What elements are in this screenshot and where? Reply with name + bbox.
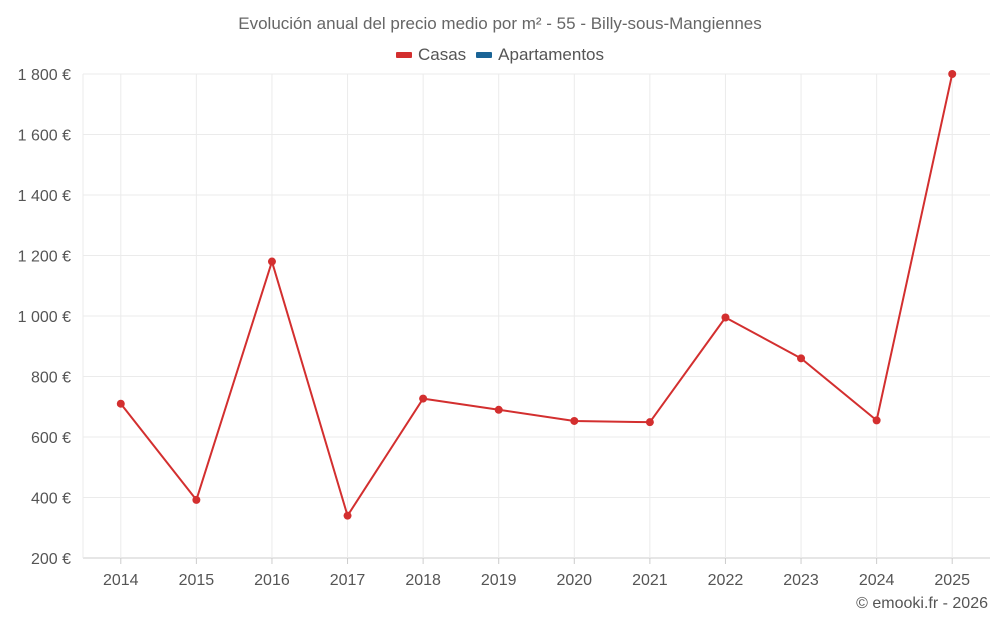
x-tick-label: 2018 [405,572,441,589]
x-tick-label: 2024 [859,572,895,589]
data-point-casas-2014 [116,399,125,408]
x-tick-label: 2019 [481,572,517,589]
credit-text: © emooki.fr - 2026 [856,595,988,612]
data-point-casas-2024 [872,416,881,425]
legend: Casas Apartamentos [0,45,1000,65]
x-tick-label: 2025 [934,572,970,589]
legend-swatch-apartamentos [476,52,493,58]
data-point-casas-2015 [192,495,201,504]
data-point-casas-2016 [267,257,276,266]
y-tick-label: 200 € [31,551,71,568]
x-tick-label: 2016 [254,572,290,589]
data-point-casas-2020 [570,416,579,425]
legend-item-casas[interactable]: Casas [395,45,467,65]
data-point-casas-2023 [797,354,806,363]
data-point-casas-2025 [948,70,957,78]
data-point-casas-2017 [343,511,352,520]
series-line-casas [120,73,954,517]
x-tick-label: 2021 [632,572,668,589]
chart-title: Evolución anual del precio medio por m² … [238,14,762,33]
y-tick-label: 1 600 € [18,128,71,145]
x-tick-label: 2017 [330,572,366,589]
data-point-casas-2022 [721,313,730,322]
y-tick-label: 1 400 € [18,188,71,205]
data-point-casas-2018 [419,394,428,403]
y-tick-label: 1 000 € [18,309,71,326]
y-tick-label: 800 € [31,370,71,387]
y-tick-label: 1 800 € [18,67,71,84]
legend-label-apartamentos: Apartamentos [498,45,605,64]
legend-label-casas: Casas [417,45,467,64]
x-tick-label: 2022 [708,572,744,589]
x-tick-label: 2015 [179,572,215,589]
data-point-casas-2021 [645,418,654,427]
x-tick-label: 2014 [103,572,139,589]
x-tick-label: 2023 [783,572,819,589]
legend-swatch-casas [395,52,412,58]
y-tick-label: 400 € [31,491,71,508]
legend-item-apartamentos[interactable]: Apartamentos [476,45,604,65]
y-tick-label: 600 € [31,430,71,447]
x-tick-label: 2020 [556,572,592,589]
y-tick-label: 1 200 € [18,249,71,266]
data-point-casas-2019 [494,405,503,414]
